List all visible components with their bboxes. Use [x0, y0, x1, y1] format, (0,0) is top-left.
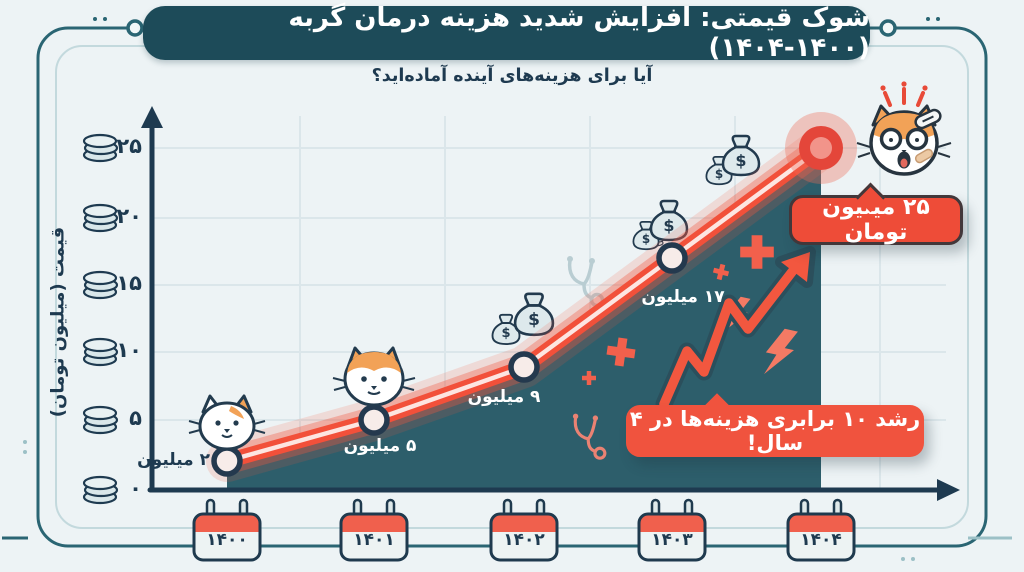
y-axis	[141, 106, 163, 493]
calendar-icon-1400	[192, 498, 262, 562]
y-tick-15: ۱۵	[116, 271, 142, 295]
calendar-icon-1404	[786, 498, 856, 562]
data-point-1403	[656, 242, 688, 274]
growth-callout: رشد ۱۰ برابری هزینه‌ها در ۴ سال!	[626, 393, 924, 457]
point-label-1401: ۵ میلیون	[343, 436, 417, 456]
cat-icon-1400	[188, 394, 266, 451]
y-tick-0: ۰	[129, 476, 142, 500]
point-label-1400: ۲ میلیون	[137, 450, 210, 470]
data-point-1402	[508, 351, 540, 383]
y-tick-20: ۲۰	[116, 204, 142, 228]
y-tick-5: ۵	[129, 406, 142, 430]
year-label-1404: ۱۴۰۴	[800, 530, 842, 550]
data-point-1404-glow	[785, 112, 857, 184]
trend-arrow-icon	[655, 246, 816, 413]
shocked-cat-icon	[856, 81, 952, 176]
data-points	[211, 112, 857, 477]
dollar-glyph: $	[528, 310, 540, 330]
year-label-1402: ۱۴۰۲	[503, 530, 545, 550]
y-axis-title: قیمت (میلیون تومان)	[47, 226, 69, 418]
year-label-1401: ۱۴۰۱	[353, 530, 395, 550]
cat-icon-1401	[332, 346, 416, 407]
price-callout-text: ۲۵ میلیون تومان	[822, 195, 930, 245]
calendar-icon-1403	[637, 498, 707, 562]
dollar-glyph: $	[501, 326, 510, 341]
year-label-1400: ۱۴۰۰	[206, 530, 248, 550]
frame-node-left	[126, 19, 144, 37]
growth-callout-text: رشد ۱۰ برابری هزینه‌ها در ۴ سال!	[629, 407, 921, 455]
money-bag-icon: $ $ $ $ $ $	[491, 134, 761, 345]
data-point-1401	[358, 404, 390, 436]
page-title: شوک قیمتی: افزایش شدید هزینه درمان گربه …	[143, 3, 870, 63]
point-label-1403: ۱۷ میلیون	[641, 287, 725, 307]
page-subtitle: آیا برای هزینه‌های آینده آماده‌اید؟	[371, 66, 653, 86]
calendar-icon-1401	[339, 498, 409, 562]
y-tick-25: ۲۵	[116, 134, 142, 158]
dollar-glyph: $	[663, 216, 674, 235]
calendar-icon-1402	[489, 498, 559, 562]
x-axis	[147, 479, 960, 501]
dollar-glyph: $	[735, 151, 746, 170]
point-label-1402: ۹ میلیون	[467, 387, 541, 407]
coins-icon	[82, 133, 119, 505]
year-label-1403: ۱۴۰۳	[651, 530, 693, 550]
frame-node-right	[879, 19, 897, 37]
price-callout: ۲۵ میلیون تومان	[789, 182, 963, 245]
data-point-1400	[211, 445, 243, 477]
calendar-icons	[192, 498, 856, 562]
dollar-glyph: $	[715, 167, 723, 181]
dollar-glyph: $	[642, 232, 650, 246]
y-tick-10: ۱۰	[116, 338, 142, 362]
